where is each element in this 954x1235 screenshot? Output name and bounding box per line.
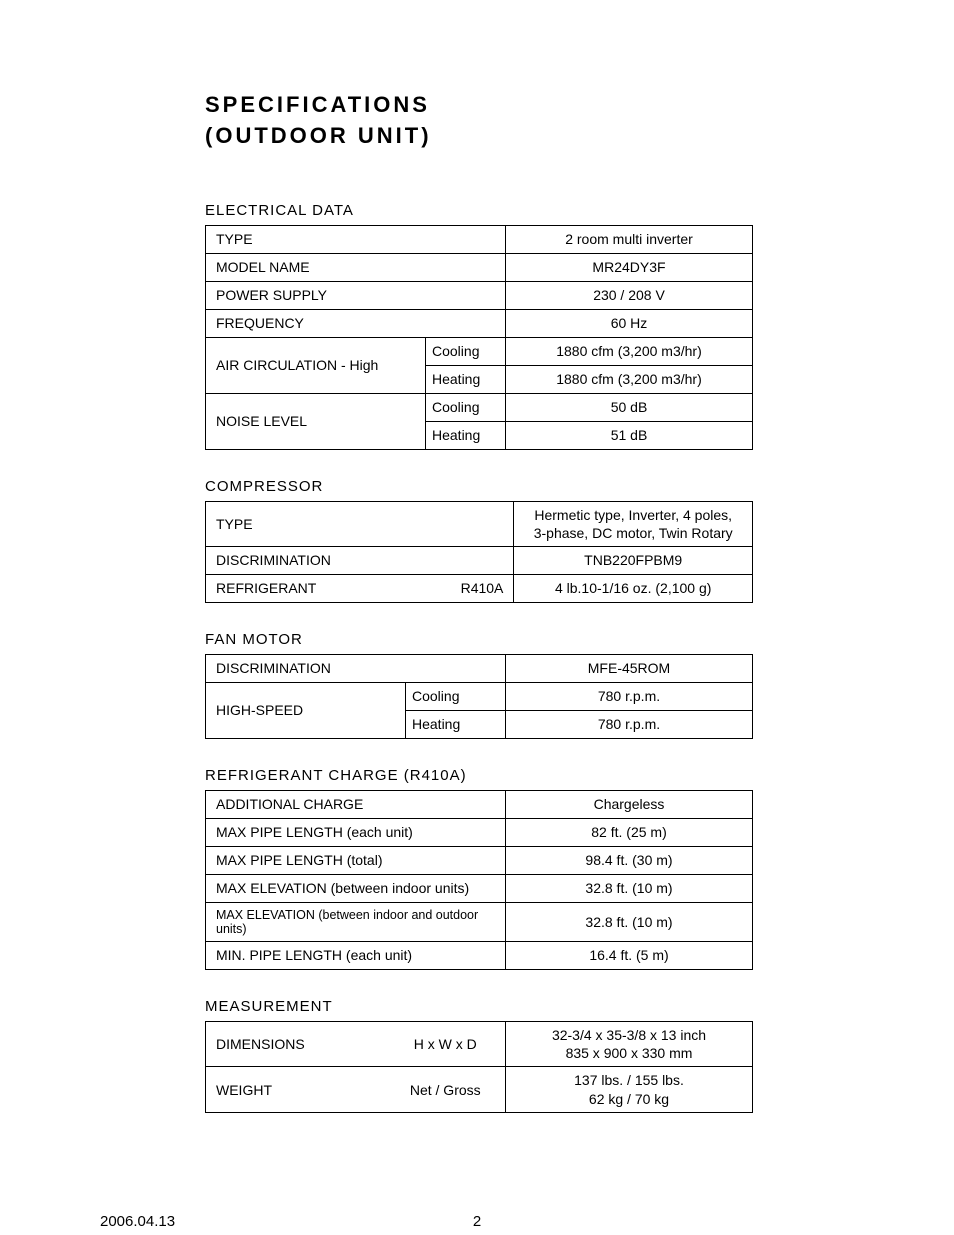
refrig-value: 4 lb.10-1/16 oz. (2,100 g) <box>514 574 753 602</box>
refrigerant-table: ADDITIONAL CHARGE Chargeless MAX PIPE LE… <box>205 790 753 970</box>
maxpipe-total-label: MAX PIPE LENGTH (total) <box>206 846 506 874</box>
table-row: DISCRIMINATION TNB220FPBM9 <box>206 546 753 574</box>
dim-value: 32-3/4 x 35-3/8 x 13 inch 835 x 900 x 33… <box>506 1021 753 1066</box>
table-row: DISCRIMINATION MFE-45ROM <box>206 654 753 682</box>
section-header-fan: FAN MOTOR <box>205 631 854 648</box>
table-row: WEIGHT Net / Gross 137 lbs. / 155 lbs. 6… <box>206 1067 753 1112</box>
model-value: MR24DY3F <box>506 253 753 281</box>
fan-table: DISCRIMINATION MFE-45ROM HIGH-SPEED Cool… <box>205 654 753 739</box>
freq-value: 60 Hz <box>506 309 753 337</box>
table-row: ADDITIONAL CHARGE Chargeless <box>206 790 753 818</box>
power-value: 230 / 208 V <box>506 281 753 309</box>
type-label: TYPE <box>206 225 506 253</box>
refrig-label: REFRIGERANT <box>206 574 426 602</box>
fan-heating-sub: Heating <box>406 710 506 738</box>
table-row: MIN. PIPE LENGTH (each unit) 16.4 ft. (5… <box>206 941 753 969</box>
dim-sub: H x W x D <box>386 1021 506 1066</box>
air-cooling-value: 1880 cfm (3,200 m3/hr) <box>506 337 753 365</box>
type-value: 2 room multi inverter <box>506 225 753 253</box>
section-header-electrical: ELECTRICAL DATA <box>205 202 854 219</box>
table-row: MAX ELEVATION (between indoor units) 32.… <box>206 874 753 902</box>
noise-heating-value: 51 dB <box>506 421 753 449</box>
table-row: DIMENSIONS H x W x D 32-3/4 x 35-3/8 x 1… <box>206 1021 753 1066</box>
power-label: POWER SUPPLY <box>206 281 506 309</box>
fan-heating-value: 780 r.p.m. <box>506 710 753 738</box>
air-label: AIR CIRCULATION - High <box>206 337 426 393</box>
noise-cooling-sub: Cooling <box>426 393 506 421</box>
minpipe-value: 16.4 ft. (5 m) <box>506 941 753 969</box>
comp-disc-label: DISCRIMINATION <box>206 546 514 574</box>
table-row: HIGH-SPEED Cooling 780 r.p.m. <box>206 682 753 710</box>
table-row: NOISE LEVEL Cooling 50 dB <box>206 393 753 421</box>
maxpipe-total-value: 98.4 ft. (30 m) <box>506 846 753 874</box>
maxelev-io-value: 32.8 ft. (10 m) <box>506 902 753 941</box>
noise-cooling-value: 50 dB <box>506 393 753 421</box>
model-label: MODEL NAME <box>206 253 506 281</box>
table-row: MAX PIPE LENGTH (each unit) 82 ft. (25 m… <box>206 818 753 846</box>
maxelev-indoor-label: MAX ELEVATION (between indoor units) <box>206 874 506 902</box>
dim-label: DIMENSIONS <box>206 1021 386 1066</box>
air-heating-value: 1880 cfm (3,200 m3/hr) <box>506 365 753 393</box>
title-line-2: (OUTDOOR UNIT) <box>205 121 854 152</box>
comp-disc-value: TNB220FPBM9 <box>514 546 753 574</box>
table-row: TYPE Hermetic type, Inverter, 4 poles, 3… <box>206 501 753 546</box>
add-charge-label: ADDITIONAL CHARGE <box>206 790 506 818</box>
fan-cooling-value: 780 r.p.m. <box>506 682 753 710</box>
dim-l2: 835 x 900 x 330 mm <box>566 1045 693 1061</box>
fan-disc-label: DISCRIMINATION <box>206 654 506 682</box>
page-title: SPECIFICATIONS (OUTDOOR UNIT) <box>205 90 854 152</box>
table-row: REFRIGERANT R410A 4 lb.10-1/16 oz. (2,10… <box>206 574 753 602</box>
compressor-table: TYPE Hermetic type, Inverter, 4 poles, 3… <box>205 501 753 603</box>
maxelev-indoor-value: 32.8 ft. (10 m) <box>506 874 753 902</box>
weight-l2: 62 kg / 70 kg <box>589 1091 669 1107</box>
table-row: AIR CIRCULATION - High Cooling 1880 cfm … <box>206 337 753 365</box>
weight-label: WEIGHT <box>206 1067 386 1112</box>
table-row: FREQUENCY 60 Hz <box>206 309 753 337</box>
refrig-sub: R410A <box>426 574 514 602</box>
section-header-measurement: MEASUREMENT <box>205 998 854 1015</box>
footer-date: 2006.04.13 <box>100 1213 175 1230</box>
section-header-compressor: COMPRESSOR <box>205 478 854 495</box>
electrical-table: TYPE 2 room multi inverter MODEL NAME MR… <box>205 225 753 450</box>
weight-sub: Net / Gross <box>386 1067 506 1112</box>
measurement-table: DIMENSIONS H x W x D 32-3/4 x 35-3/8 x 1… <box>205 1021 753 1113</box>
table-row: POWER SUPPLY 230 / 208 V <box>206 281 753 309</box>
noise-heating-sub: Heating <box>426 421 506 449</box>
footer-page: 2 <box>473 1213 481 1230</box>
dim-l1: 32-3/4 x 35-3/8 x 13 inch <box>552 1027 706 1043</box>
maxpipe-each-value: 82 ft. (25 m) <box>506 818 753 846</box>
air-cooling-sub: Cooling <box>426 337 506 365</box>
comp-type-l1: Hermetic type, Inverter, 4 poles, <box>534 507 732 523</box>
freq-label: FREQUENCY <box>206 309 506 337</box>
comp-type-l2: 3-phase, DC motor, Twin Rotary <box>534 525 733 541</box>
fan-speed-label: HIGH-SPEED <box>206 682 406 738</box>
table-row: TYPE 2 room multi inverter <box>206 225 753 253</box>
minpipe-label: MIN. PIPE LENGTH (each unit) <box>206 941 506 969</box>
comp-type-label: TYPE <box>206 501 514 546</box>
section-header-refrigerant: REFRIGERANT CHARGE (R410A) <box>205 767 854 784</box>
table-row: MODEL NAME MR24DY3F <box>206 253 753 281</box>
air-heating-sub: Heating <box>426 365 506 393</box>
maxpipe-each-label: MAX PIPE LENGTH (each unit) <box>206 818 506 846</box>
weight-value: 137 lbs. / 155 lbs. 62 kg / 70 kg <box>506 1067 753 1112</box>
noise-label: NOISE LEVEL <box>206 393 426 449</box>
table-row: MAX PIPE LENGTH (total) 98.4 ft. (30 m) <box>206 846 753 874</box>
add-charge-value: Chargeless <box>506 790 753 818</box>
fan-disc-value: MFE-45ROM <box>506 654 753 682</box>
title-line-1: SPECIFICATIONS <box>205 90 854 121</box>
fan-cooling-sub: Cooling <box>406 682 506 710</box>
table-row: MAX ELEVATION (between indoor and outdoo… <box>206 902 753 941</box>
maxelev-io-label: MAX ELEVATION (between indoor and outdoo… <box>206 902 506 941</box>
weight-l1: 137 lbs. / 155 lbs. <box>574 1072 684 1088</box>
comp-type-value: Hermetic type, Inverter, 4 poles, 3-phas… <box>514 501 753 546</box>
